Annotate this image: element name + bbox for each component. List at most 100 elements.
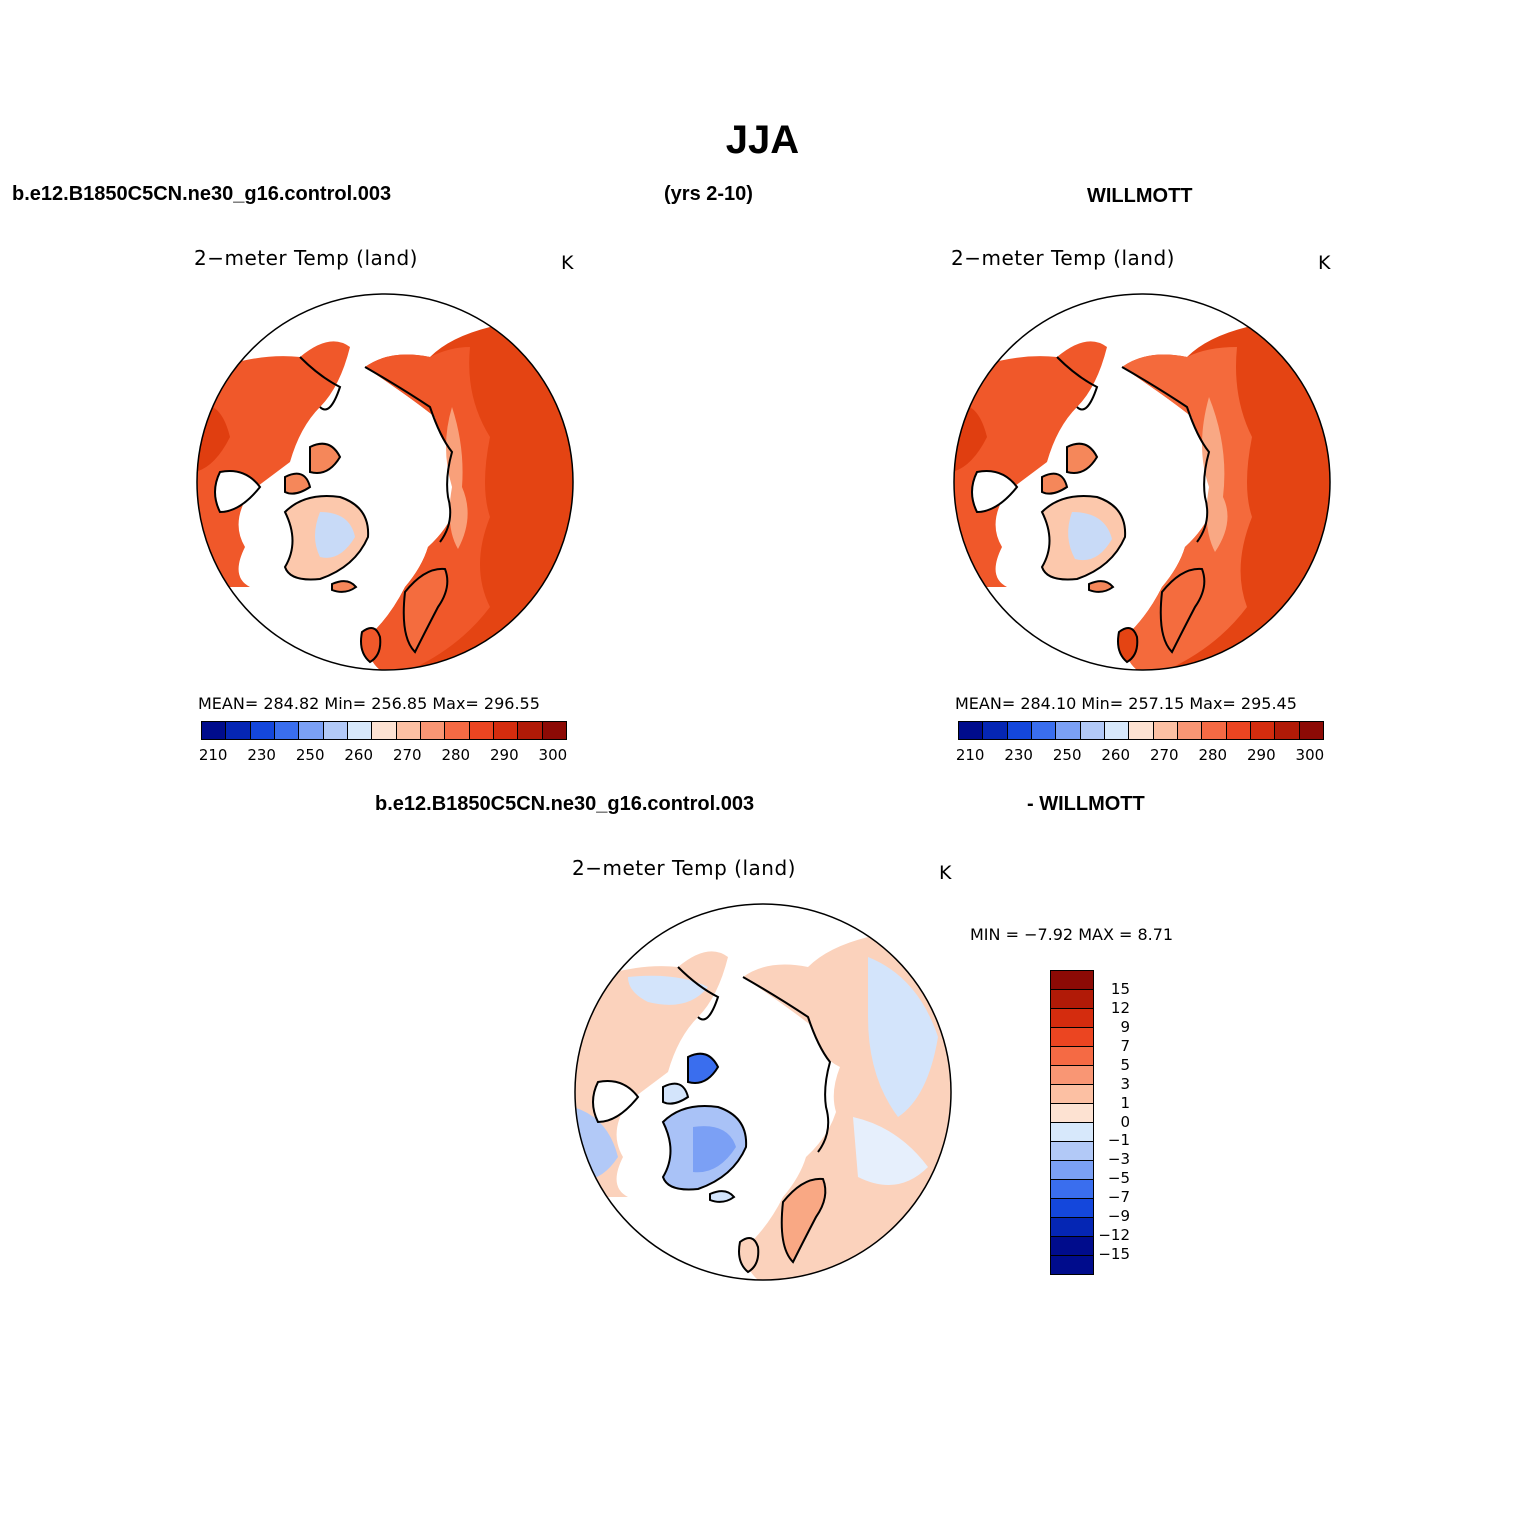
colorbar-swatch (1051, 1066, 1093, 1085)
colorbar-swatch (1275, 722, 1300, 739)
diff-obs-header: - WILLMOTT (1027, 793, 1145, 815)
colorbar-swatch (299, 722, 324, 739)
colorbar-tick-label: −12 (1098, 1226, 1130, 1245)
colorbar-tick-label: 210 (198, 746, 228, 764)
colorbar-swatch (1051, 1047, 1093, 1066)
model-polar-map (196, 293, 574, 671)
colorbar-swatch (1051, 1237, 1093, 1256)
diff-case-header: b.e12.B1850C5CN.ne30_g16.control.003 (375, 793, 755, 815)
colorbar-swatch (1051, 971, 1093, 990)
colorbar-tick-label: 12 (1110, 998, 1130, 1017)
colorbar-swatch (420, 722, 446, 739)
colorbar-swatch (323, 722, 348, 739)
diff-stats: MIN = −7.92 MAX = 8.71 (970, 925, 1174, 944)
colorbar-swatch (518, 722, 543, 739)
colorbar-swatch (1051, 1142, 1093, 1161)
north-america-land (197, 341, 350, 587)
colorbar-tick-label: 250 (1052, 746, 1082, 764)
colorbar-swatch (396, 722, 421, 739)
colorbar-tick-label: 280 (441, 746, 471, 764)
colorbar-tick-label: 1 (1120, 1093, 1130, 1112)
colorbar-tick-label: −9 (1107, 1207, 1130, 1226)
colorbar-tick-label: 300 (538, 746, 568, 764)
colorbar-swatch (1153, 722, 1178, 739)
diff-colorbar (1050, 970, 1094, 1275)
colorbar-swatch (1007, 722, 1032, 739)
colorbar-tick-label: −7 (1107, 1188, 1130, 1207)
colorbar-swatch (1051, 1009, 1093, 1028)
colorbar-swatch (1051, 1104, 1093, 1123)
case-name-header: b.e12.B1850C5CN.ne30_g16.control.003 (12, 183, 392, 205)
colorbar-tick-label: 260 (1101, 746, 1131, 764)
colorbar-swatch (274, 722, 300, 739)
colorbar-swatch (1177, 722, 1203, 739)
colorbar-swatch (347, 722, 373, 739)
years-header: (yrs 2-10) (664, 183, 753, 205)
colorbar-tick-label: 15 (1110, 979, 1130, 998)
colorbar-tick-label: 210 (955, 746, 985, 764)
colorbar-swatch (250, 722, 275, 739)
colorbar-tick-label: 7 (1120, 1036, 1130, 1055)
colorbar-tick-label: 290 (1247, 746, 1276, 764)
figure-title: JJA (725, 118, 800, 162)
colorbar-swatch (493, 722, 519, 739)
obs-stats: MEAN= 284.10 Min= 257.15 Max= 295.45 (955, 694, 1297, 713)
scandinavia-land (402, 567, 449, 654)
obs-colorbar (958, 721, 1324, 740)
colorbar-swatch (1202, 722, 1227, 739)
diff-polar-map (574, 903, 952, 1281)
colorbar-tick-label: 250 (295, 746, 325, 764)
colorbar-swatch (1104, 722, 1130, 739)
colorbar-swatch (1129, 722, 1154, 739)
obs-panel-units: K (1318, 252, 1331, 274)
diff-panel-title: 2−meter Temp (land) (572, 856, 796, 880)
model-colorbar (201, 721, 567, 740)
colorbar-swatch (1051, 1256, 1093, 1274)
colorbar-tick-label: 270 (1149, 746, 1179, 764)
colorbar-swatch (959, 722, 984, 739)
colorbar-swatch (202, 722, 227, 739)
colorbar-swatch (1226, 722, 1251, 739)
colorbar-tick-label: −5 (1107, 1169, 1130, 1188)
model-panel-units: K (561, 252, 574, 274)
colorbar-swatch (1051, 1161, 1093, 1180)
colorbar-tick-label: 230 (247, 746, 276, 764)
colorbar-tick-label: −3 (1107, 1150, 1130, 1169)
model-panel-title: 2−meter Temp (land) (194, 246, 418, 270)
colorbar-tick-label: 9 (1120, 1017, 1130, 1036)
colorbar-swatch (1080, 722, 1105, 739)
colorbar-swatch (372, 722, 397, 739)
obs-name-header: WILLMOTT (1087, 185, 1193, 207)
diff-panel-units: K (939, 862, 952, 884)
diff-colorbar-labels: 15 12 9 7 5 3 1 0 −1 −3 −5 −7 −9 −12 −15 (1090, 970, 1150, 1273)
colorbar-tick-label: 230 (1004, 746, 1033, 764)
colorbar-swatch (1250, 722, 1276, 739)
colorbar-swatch (226, 722, 251, 739)
colorbar-swatch (983, 722, 1008, 739)
colorbar-swatch (1051, 1028, 1093, 1047)
colorbar-tick-label: −1 (1107, 1131, 1130, 1150)
colorbar-tick-label: 290 (490, 746, 519, 764)
colorbar-swatch (1299, 722, 1323, 739)
colorbar-tick-label: −15 (1098, 1245, 1130, 1264)
uk-land (360, 627, 382, 664)
colorbar-swatch (445, 722, 470, 739)
colorbar-tick-label: 270 (392, 746, 422, 764)
colorbar-tick-label: 280 (1198, 746, 1228, 764)
colorbar-tick-label: 260 (344, 746, 374, 764)
colorbar-swatch (542, 722, 566, 739)
colorbar-swatch (1051, 1123, 1093, 1142)
obs-polar-map (953, 293, 1331, 671)
colorbar-swatch (1031, 722, 1057, 739)
colorbar-tick-label: 5 (1120, 1055, 1130, 1074)
colorbar-tick-label: 3 (1120, 1074, 1130, 1093)
colorbar-tick-label: 0 (1120, 1112, 1130, 1131)
colorbar-swatch (1051, 1085, 1093, 1104)
colorbar-swatch (1051, 1180, 1093, 1199)
colorbar-swatch (1051, 1218, 1093, 1237)
colorbar-swatch (1056, 722, 1081, 739)
colorbar-tick-label: 300 (1295, 746, 1325, 764)
colorbar-swatch (1051, 1199, 1093, 1218)
colorbar-swatch (469, 722, 494, 739)
colorbar-swatch (1051, 990, 1093, 1009)
